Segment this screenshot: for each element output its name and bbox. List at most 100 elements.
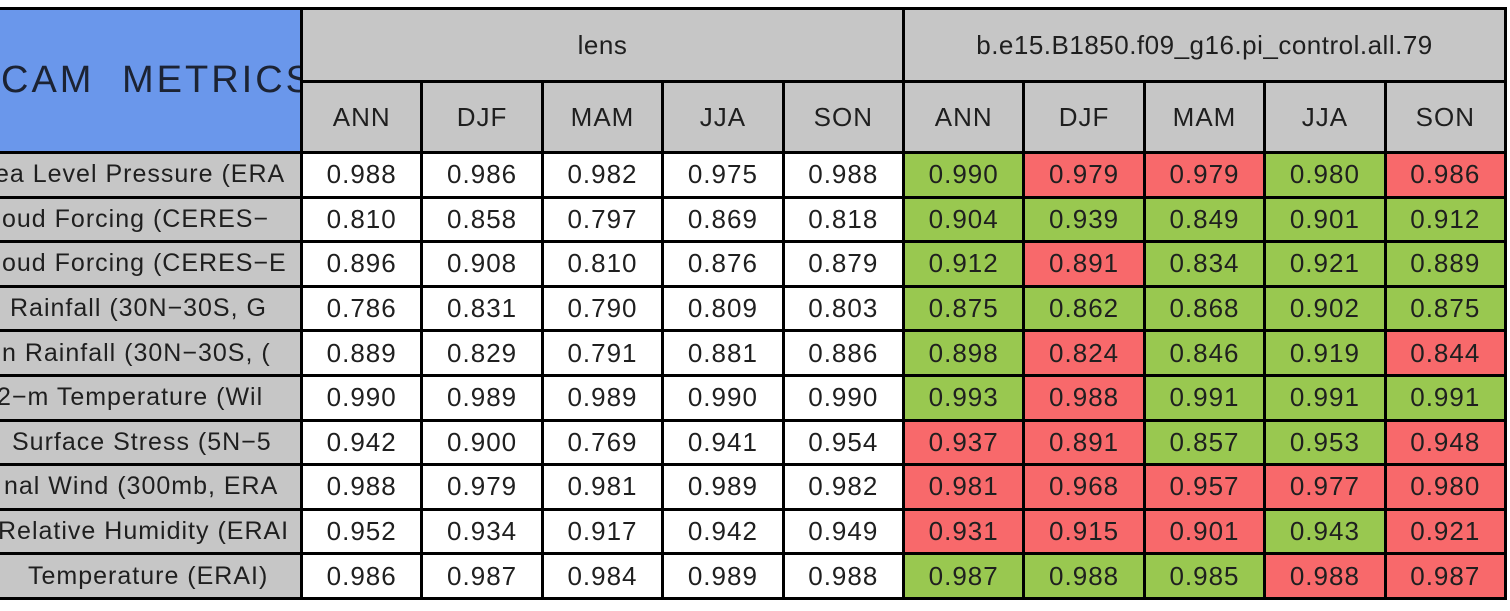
control-value-cell: 0.988 (1025, 376, 1143, 419)
lens-value-cell: 0.810 (303, 198, 421, 241)
lens-value-cell: 0.990 (664, 376, 782, 419)
control-value-cell: 0.834 (1145, 243, 1264, 285)
season-header-control-djf: DJF (1025, 83, 1143, 151)
row-label: 2−m Temperature (Wil (0, 376, 300, 419)
lens-value-cell: 0.987 (423, 555, 541, 597)
control-value-cell: 0.919 (1266, 332, 1384, 374)
lens-value-cell: 0.858 (423, 198, 541, 241)
control-value-cell: 0.891 (1025, 243, 1143, 285)
lens-value-cell: 0.981 (543, 466, 662, 508)
control-value-cell: 0.981 (905, 466, 1023, 508)
lens-value-cell: 0.988 (784, 555, 902, 597)
lens-value-cell: 0.900 (423, 421, 541, 464)
lens-value-cell: 0.984 (543, 555, 662, 597)
lens-value-cell: 0.786 (303, 287, 421, 330)
row-label-text: 2−m Temperature (Wil (0, 383, 264, 412)
control-value-cell: 0.902 (1266, 287, 1384, 330)
lens-value-cell: 0.809 (664, 287, 782, 330)
season-header-control-jja: JJA (1266, 83, 1384, 151)
row-label-text: Temperature (ERAI) (28, 561, 269, 590)
lens-value-cell: 0.934 (423, 510, 541, 553)
column-group-control: b.e15.B1850.f09_g16.pi_control.all.79 (905, 10, 1504, 80)
lens-value-cell: 0.990 (784, 376, 902, 419)
control-value-cell: 0.986 (1386, 154, 1504, 196)
row-label-text: ea Level Pressure (ERA (0, 160, 286, 189)
control-value-cell: 0.939 (1025, 198, 1143, 241)
lens-value-cell: 0.979 (423, 466, 541, 508)
control-value-cell: 0.849 (1145, 198, 1264, 241)
row-label-text: Rainfall (30N−30S, G (10, 294, 267, 323)
lens-value-cell: 0.949 (784, 510, 902, 553)
control-value-cell: 0.824 (1025, 332, 1143, 374)
lens-value-cell: 0.941 (664, 421, 782, 464)
lens-value-cell: 0.831 (423, 287, 541, 330)
cam-metrics-table: CAM METRICS lens b.e15.B1850.f09_g16.pi_… (0, 7, 1507, 600)
row-label: Surface Stress (5N−5 (0, 421, 300, 464)
row-label: Rainfall (30N−30S, G (0, 287, 300, 330)
lens-value-cell: 0.982 (784, 466, 902, 508)
lens-value-cell: 0.876 (664, 243, 782, 285)
row-label: oud Forcing (CERES− (0, 198, 300, 241)
lens-value-cell: 0.988 (303, 154, 421, 196)
control-value-cell: 0.931 (905, 510, 1023, 553)
season-header-lens-ann: ANN (303, 83, 421, 151)
control-value-cell: 0.901 (1145, 510, 1264, 553)
season-header-lens-mam: MAM (543, 83, 662, 151)
lens-value-cell: 0.990 (303, 376, 421, 419)
lens-value-cell: 0.988 (303, 466, 421, 508)
row-label: Temperature (ERAI) (0, 555, 300, 597)
control-value-cell: 0.953 (1266, 421, 1384, 464)
control-value-cell: 0.904 (905, 198, 1023, 241)
control-value-cell: 0.980 (1386, 466, 1504, 508)
season-header-control-son: SON (1386, 83, 1504, 151)
control-value-cell: 0.891 (1025, 421, 1143, 464)
lens-value-cell: 0.791 (543, 332, 662, 374)
lens-value-cell: 0.989 (543, 376, 662, 419)
control-value-cell: 0.987 (905, 555, 1023, 597)
control-value-cell: 0.912 (905, 243, 1023, 285)
lens-value-cell: 0.889 (303, 332, 421, 374)
control-value-cell: 0.912 (1386, 198, 1504, 241)
lens-value-cell: 0.989 (423, 376, 541, 419)
lens-value-cell: 0.942 (303, 421, 421, 464)
row-label: oud Forcing (CERES−E (0, 243, 300, 285)
control-value-cell: 0.985 (1145, 555, 1264, 597)
control-value-cell: 0.921 (1386, 510, 1504, 553)
control-value-cell: 0.875 (1386, 287, 1504, 330)
lens-value-cell: 0.917 (543, 510, 662, 553)
lens-value-cell: 0.810 (543, 243, 662, 285)
row-label: nal Wind (300mb, ERA (0, 466, 300, 508)
lens-value-cell: 0.818 (784, 198, 902, 241)
control-value-cell: 0.943 (1266, 510, 1384, 553)
season-header-lens-jja: JJA (664, 83, 782, 151)
lens-value-cell: 0.989 (664, 466, 782, 508)
lens-value-cell: 0.886 (784, 332, 902, 374)
season-header-lens-djf: DJF (423, 83, 541, 151)
lens-value-cell: 0.881 (664, 332, 782, 374)
lens-value-cell: 0.803 (784, 287, 902, 330)
season-header-control-mam: MAM (1145, 83, 1264, 151)
control-value-cell: 0.988 (1266, 555, 1384, 597)
control-value-cell: 0.857 (1145, 421, 1264, 464)
lens-value-cell: 0.988 (784, 154, 902, 196)
control-value-cell: 0.990 (905, 154, 1023, 196)
control-value-cell: 0.991 (1386, 376, 1504, 419)
row-label-text: nal Wind (300mb, ERA (4, 472, 279, 501)
lens-value-cell: 0.869 (664, 198, 782, 241)
control-value-cell: 0.862 (1025, 287, 1143, 330)
season-header-control-ann: ANN (905, 83, 1023, 151)
lens-value-cell: 0.942 (664, 510, 782, 553)
control-value-cell: 0.968 (1025, 466, 1143, 508)
control-value-cell: 0.993 (905, 376, 1023, 419)
season-header-lens-son: SON (784, 83, 902, 151)
control-value-cell: 0.937 (905, 421, 1023, 464)
lens-value-cell: 0.896 (303, 243, 421, 285)
control-value-cell: 0.957 (1145, 466, 1264, 508)
control-value-cell: 0.977 (1266, 466, 1384, 508)
lens-value-cell: 0.986 (423, 154, 541, 196)
lens-value-cell: 0.879 (784, 243, 902, 285)
control-value-cell: 0.987 (1386, 555, 1504, 597)
row-label: Relative Humidity (ERAI (0, 510, 300, 553)
page-title: CAM METRICS (0, 10, 300, 151)
row-label: n Rainfall (30N−30S, ( (0, 332, 300, 374)
